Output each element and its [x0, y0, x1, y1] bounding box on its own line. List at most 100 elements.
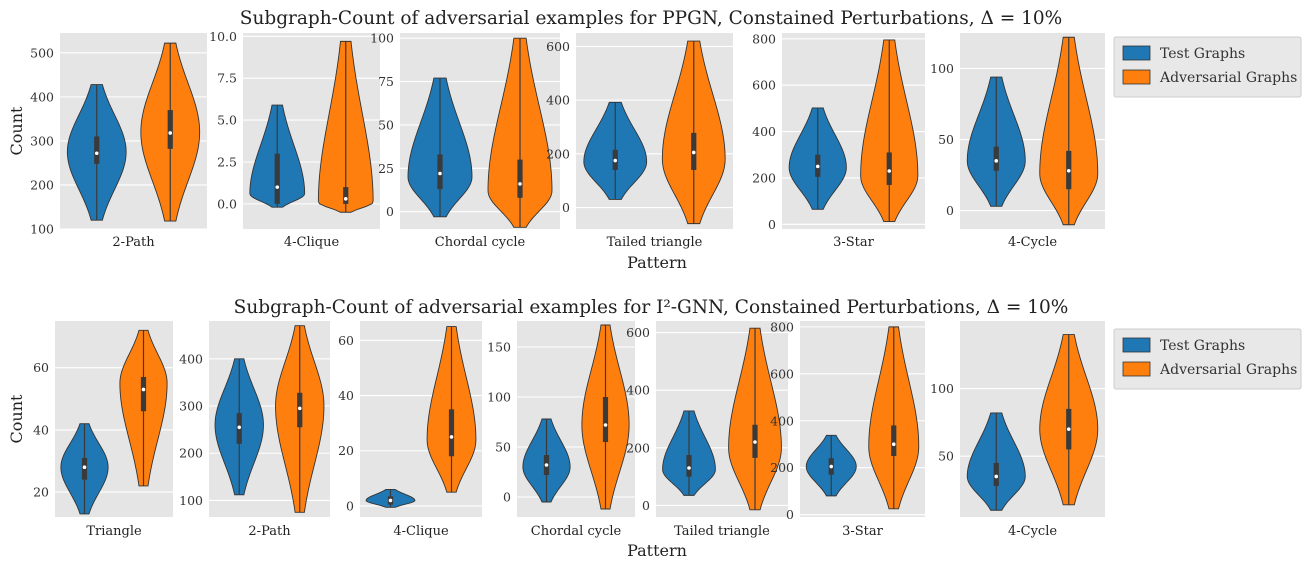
y-tick-label: 400	[770, 413, 794, 428]
violin-chart-1: Subgraph-Count of adversarial examples f…	[7, 8, 1302, 272]
adversarial-violin-iqr-box	[448, 409, 455, 457]
chart-title-1: Subgraph-Count of adversarial examples f…	[240, 8, 1062, 29]
y-tick-label: 100	[930, 381, 954, 396]
y-tick-label: 100	[487, 390, 511, 405]
panel-tailed-triangle: 0 200 400 600 Tailed triangle	[626, 321, 788, 539]
legend-label: Adversarial Graphs	[1159, 362, 1297, 378]
x-tick-label: 2-Path	[112, 235, 155, 250]
y-tick-label: 20	[338, 443, 354, 458]
test-violin-median	[829, 464, 834, 469]
adversarial-violin-median	[343, 197, 348, 201]
y-tick-label: 5.0	[217, 113, 237, 128]
legend-swatch	[1122, 69, 1151, 85]
panel-3-star: 0 200 400 600 800 3-Star	[752, 31, 925, 250]
y-tick-label: 600	[752, 78, 776, 93]
test-violin-median	[94, 151, 99, 156]
test-violin-iqr-box	[993, 146, 999, 171]
x-tick-label: Tailed triangle	[607, 235, 703, 250]
adversarial-violin-median	[518, 182, 522, 186]
y-tick-label: 200	[770, 460, 794, 475]
panel-chordal-cycle: 0 25 50 75 100 Chordal cycle	[370, 31, 560, 250]
y-tick-label: 200	[546, 146, 570, 161]
test-violin-iqr-box	[686, 455, 692, 477]
y-tick-label: 20	[33, 485, 49, 500]
adversarial-violin-iqr-box	[167, 110, 173, 149]
y-tick-label: 60	[338, 333, 354, 348]
y-tick-label: 600	[546, 39, 570, 54]
legend: Test Graphs Adversarial Graphs	[1113, 328, 1302, 390]
x-tick-label: 4-Clique	[393, 524, 449, 539]
y-tick-label: 600	[770, 366, 794, 381]
y-tick-label: 200	[30, 177, 54, 192]
y-axis-label: Count	[7, 106, 26, 155]
test-violin-median	[82, 465, 87, 470]
y-tick-label: 400	[752, 124, 776, 139]
y-tick-label: 400	[546, 93, 570, 108]
adversarial-violin-median	[603, 423, 608, 427]
y-tick-label: 50	[938, 449, 954, 464]
y-tick-label: 0	[946, 203, 954, 218]
adversarial-violin-median	[168, 131, 173, 135]
adversarial-violin-median	[753, 440, 757, 444]
test-violin-median	[237, 425, 242, 430]
test-violin-median	[994, 159, 999, 163]
test-violin-iqr-box	[274, 153, 280, 204]
adversarial-violin-iqr-box	[891, 425, 897, 456]
panel-4-clique: 0 20 40 60 4-Clique	[338, 321, 482, 539]
x-tick-label: 4-Cycle	[1008, 524, 1057, 539]
test-violin-median	[275, 185, 280, 189]
adversarial-violin-median	[141, 387, 146, 392]
test-violin-median	[438, 171, 442, 176]
y-tick-label: 100	[179, 493, 203, 508]
adversarial-violin-median	[1066, 427, 1071, 431]
test-violin-median	[994, 474, 999, 479]
legend-label: Test Graphs	[1160, 46, 1245, 62]
legend-label: Test Graphs	[1160, 338, 1245, 354]
test-violin-median	[388, 498, 393, 503]
adversarial-violin-median	[297, 406, 302, 411]
panel-4-cycle: 0 50 100 4-Cycle	[930, 33, 1105, 250]
test-violin-median	[815, 164, 820, 169]
y-tick-label: 200	[626, 440, 650, 455]
violin-chart-2: Subgraph-Count of adversarial examples f…	[7, 297, 1302, 560]
panel-3-star: 0 200 400 600 800 3-Star	[770, 319, 925, 539]
adversarial-violin-median	[1066, 168, 1071, 173]
adversarial-violin-median	[449, 435, 454, 439]
y-tick-label: 600	[626, 325, 650, 340]
y-tick-label: 0.0	[217, 196, 237, 211]
y-tick-label: 75	[378, 74, 394, 89]
y-tick-label: 40	[338, 388, 354, 403]
x-tick-label: Triangle	[86, 524, 142, 539]
adversarial-violin-iqr-box	[343, 187, 349, 204]
y-tick-label: 400	[30, 89, 54, 104]
legend-swatch	[1122, 337, 1151, 353]
y-tick-label: 100	[930, 61, 954, 76]
x-tick-label: 3-Star	[842, 524, 884, 539]
test-violin-median	[544, 463, 549, 467]
y-tick-label: 50	[938, 132, 954, 147]
y-axis-label: Count	[7, 394, 26, 443]
adversarial-violin-iqr-box	[140, 377, 147, 412]
panel-chordal-cycle: 0 50 100 150 Chordal cycle	[487, 321, 635, 539]
y-tick-label: 0	[786, 507, 794, 522]
x-tick-label: 4-Cycle	[1008, 235, 1057, 250]
panel-tailed-triangle: 0 200 400 600 Tailed triangle	[546, 33, 733, 250]
adversarial-violin-median	[891, 442, 896, 447]
x-tick-label: 2-Path	[248, 524, 291, 539]
panel-2-path: 100 200 300 400 2-Path	[179, 321, 330, 539]
x-axis-label: Pattern	[627, 253, 687, 272]
legend-box	[1113, 328, 1302, 390]
y-tick-label: 2.5	[217, 154, 237, 169]
y-tick-label: 0	[386, 204, 394, 219]
y-tick-label: 7.5	[217, 71, 237, 86]
x-tick-label: 3-Star	[833, 235, 875, 250]
y-tick-label: 300	[30, 133, 54, 148]
panel-4-clique: 0.0 2.5 5.0 7.5 10.0 4-Clique	[209, 29, 380, 250]
adversarial-violin-iqr-box	[517, 159, 523, 198]
y-tick-label: 60	[33, 360, 49, 375]
test-violin-iqr-box	[993, 462, 999, 486]
y-tick-label: 150	[487, 340, 511, 355]
x-tick-label: Chordal cycle	[531, 524, 622, 539]
y-tick-label: 400	[626, 383, 650, 398]
test-violin-median	[613, 158, 618, 163]
